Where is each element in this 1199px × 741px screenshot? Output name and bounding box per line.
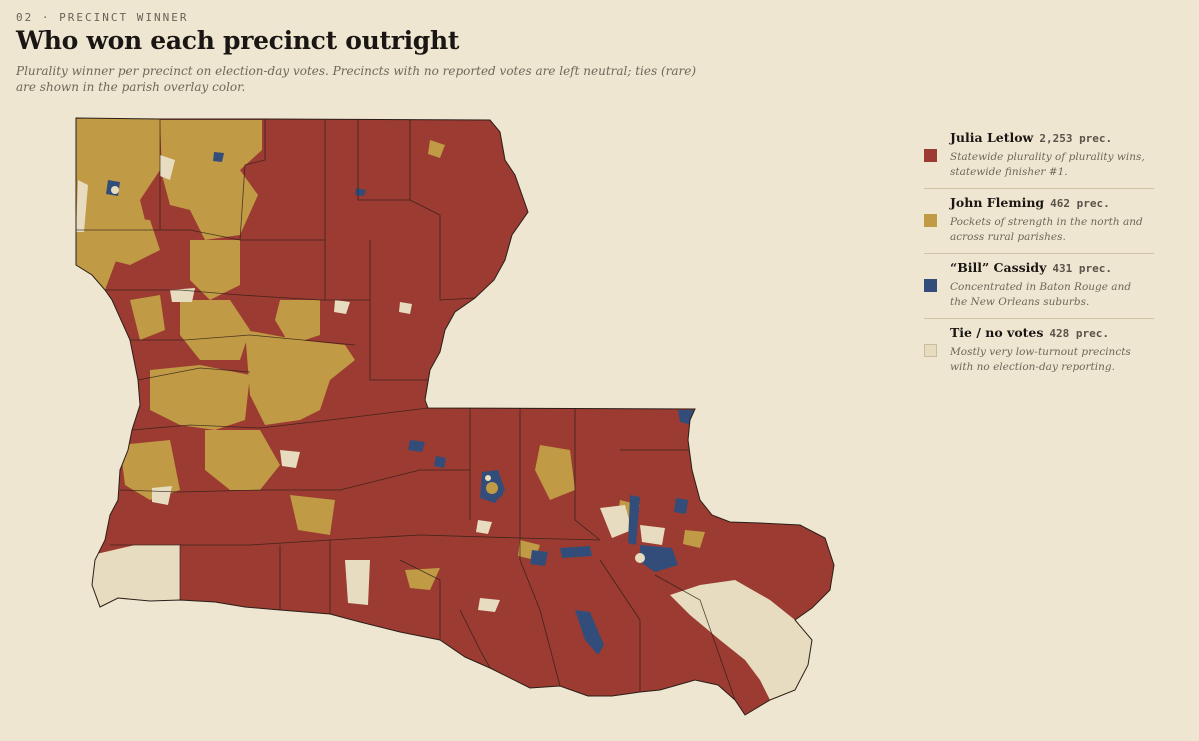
legend-name: “Bill” Cassidy 431 prec. bbox=[950, 260, 1113, 275]
parish-borders bbox=[76, 119, 736, 701]
legend-name: John Fleming 462 prec. bbox=[950, 195, 1110, 210]
legend-count: 428 prec. bbox=[1049, 327, 1110, 340]
fleming-regions bbox=[76, 118, 705, 590]
legend-swatch bbox=[924, 214, 937, 227]
legend-name: Julia Letlow 2,253 prec. bbox=[950, 130, 1113, 145]
legend-desc: Statewide plurality of plurality wins, s… bbox=[950, 151, 1145, 178]
urban-detail bbox=[111, 186, 655, 565]
legend-desc: Mostly very low-turnout precincts with n… bbox=[950, 346, 1131, 373]
legend-desc: Pockets of strength in the north and acr… bbox=[950, 216, 1143, 243]
neutral-regions bbox=[76, 155, 812, 700]
legend-item-fleming: John Fleming 462 prec. Pockets of strengt… bbox=[924, 189, 1154, 254]
louisiana-precinct-map bbox=[75, 117, 835, 716]
legend-item-tie: Tie / no votes 428 prec. Mostly very low-… bbox=[924, 319, 1154, 383]
legend-swatch bbox=[924, 344, 937, 357]
page-title: Who won each precinct outright bbox=[16, 26, 460, 55]
legend-item-cassidy: “Bill” Cassidy 431 prec. Concentrated in … bbox=[924, 254, 1154, 319]
eyebrow-label: 02 · PRECINCT WINNER bbox=[16, 11, 189, 24]
legend-swatch bbox=[924, 149, 937, 162]
legend-count: 431 prec. bbox=[1052, 262, 1113, 275]
legend: Julia Letlow 2,253 prec. Statewide plural… bbox=[924, 124, 1154, 383]
legend-desc: Concentrated in Baton Rouge and the New … bbox=[950, 281, 1132, 308]
legend-item-letlow: Julia Letlow 2,253 prec. Statewide plural… bbox=[924, 124, 1154, 189]
state-outline bbox=[75, 117, 835, 716]
legend-name: Tie / no votes 428 prec. bbox=[950, 325, 1110, 340]
legend-count: 462 prec. bbox=[1050, 197, 1110, 210]
legend-swatch bbox=[924, 279, 937, 292]
legend-count: 2,253 prec. bbox=[1039, 132, 1113, 145]
page-subtitle: Plurality winner per precinct on electio… bbox=[16, 64, 697, 94]
